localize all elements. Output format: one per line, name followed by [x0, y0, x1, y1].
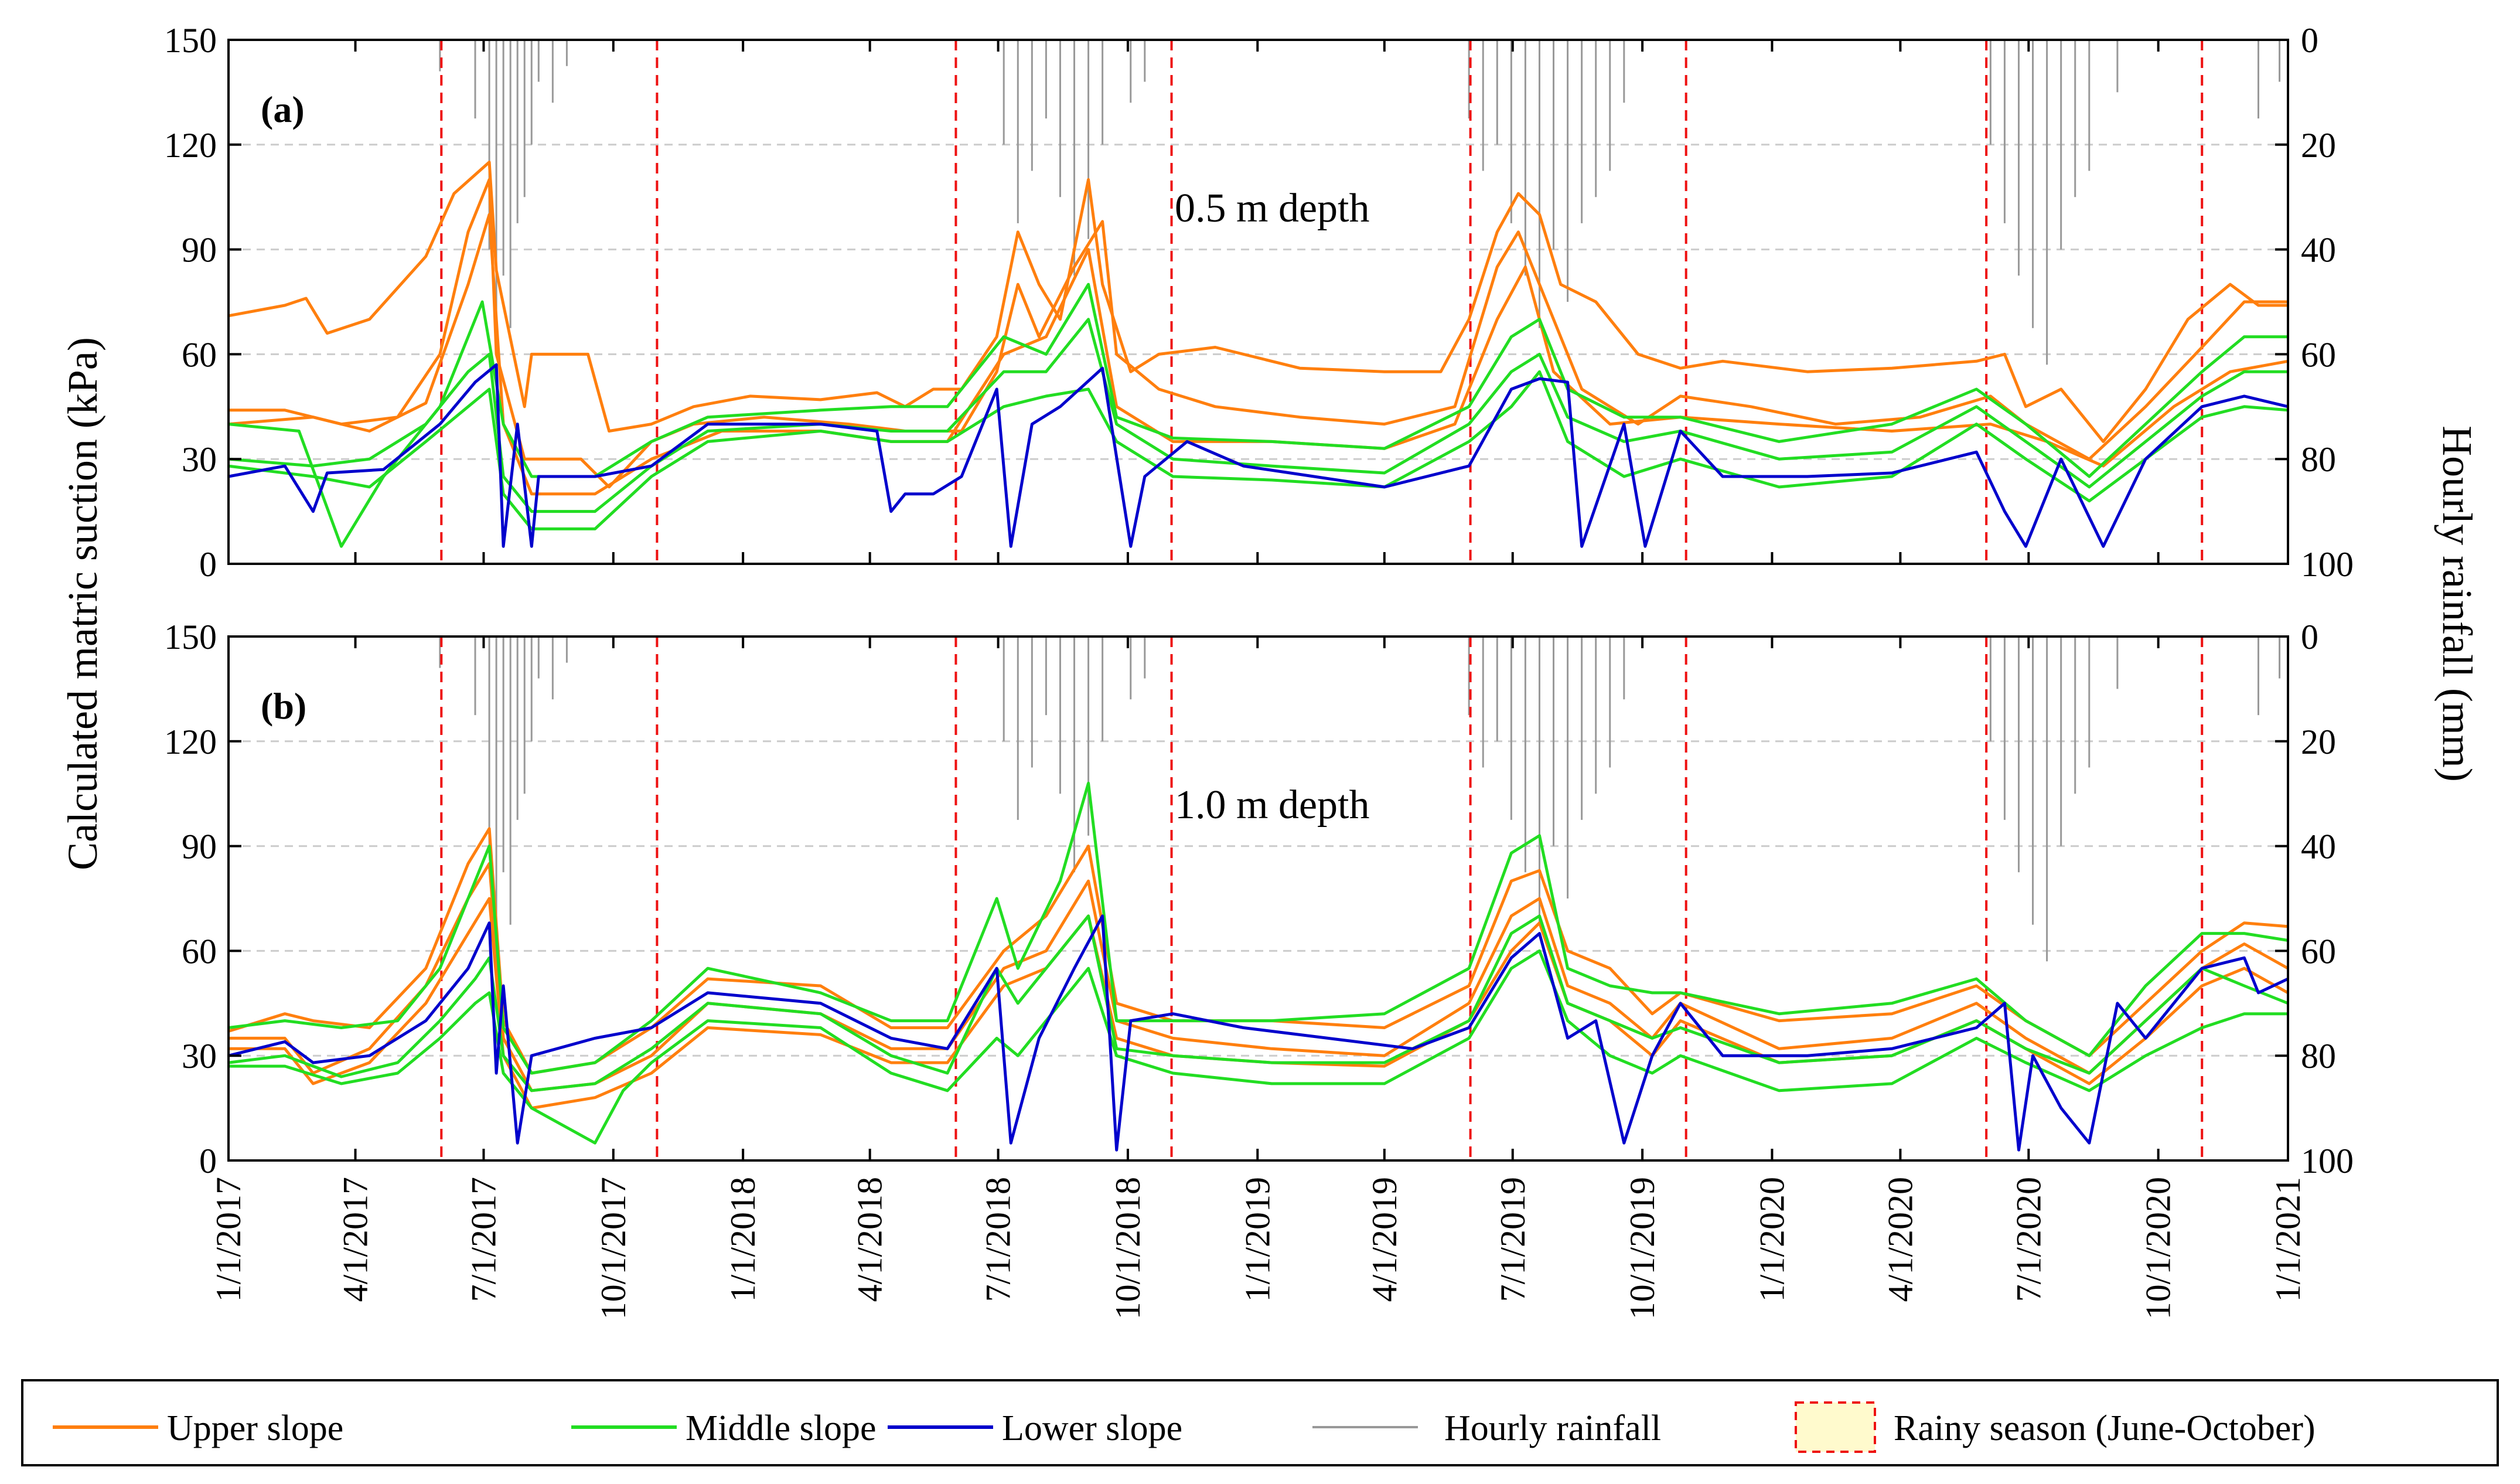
x-tick-label: 7/1/2020 — [2009, 1177, 2048, 1302]
right-tick-label: 20 — [2301, 723, 2336, 761]
depth-label: 1.0 m depth — [1175, 782, 1369, 828]
series-line-lower-slope — [228, 363, 2289, 548]
x-tick-label: 10/1/2020 — [2139, 1177, 2178, 1319]
right-tick-label: 40 — [2301, 828, 2336, 866]
right-tick-label: 100 — [2301, 1142, 2354, 1180]
left-tick-label: 30 — [182, 440, 217, 479]
series-line-middle-slope — [228, 781, 2289, 1075]
right-tick-label: 60 — [2301, 335, 2336, 374]
series-line-upper-slope — [229, 897, 2289, 1110]
left-tick-label: 0 — [199, 1142, 217, 1180]
x-tick-label: 10/1/2018 — [1109, 1177, 1147, 1319]
x-tick-label: 1/1/2018 — [724, 1177, 762, 1302]
x-tick-label: 7/1/2017 — [464, 1177, 503, 1302]
legend-box — [21, 1379, 2499, 1466]
legend-label: Upper slope — [167, 1408, 343, 1448]
panel-label: (a) — [261, 89, 305, 130]
x-tick-label: 10/1/2019 — [1623, 1177, 1662, 1319]
left-tick-label: 90 — [182, 231, 217, 270]
panel-a: 0 30 60 90 120 150 0 20 40 60 80 100 (a) 0.5 m depth — [164, 21, 2354, 584]
right-tick-label: 100 — [2301, 545, 2354, 584]
x-tick-label: 4/1/2018 — [851, 1177, 889, 1302]
left-tick-label: 30 — [182, 1037, 217, 1075]
series-line-middle-slope — [228, 370, 2289, 530]
legend-label: Lower slope — [1002, 1408, 1182, 1448]
x-tick-label: 1/1/2017 — [209, 1177, 248, 1302]
right-tick-label: 60 — [2301, 932, 2336, 971]
left-tick-label: 60 — [182, 335, 217, 374]
left-axis-label: Calculated matric suction (kPa) — [59, 337, 106, 870]
series-line-upper-slope — [228, 213, 2289, 496]
legend-label: Rainy season (June-October) — [1894, 1408, 2316, 1448]
right-axis-label: Hourly rainfall (mm) — [2434, 426, 2481, 782]
x-tick-label: 1/1/2020 — [1752, 1177, 1791, 1302]
series-line-middle-slope — [228, 914, 2289, 1092]
right-tick-label: 80 — [2301, 1037, 2336, 1075]
right-tick-label: 20 — [2301, 126, 2336, 165]
right-tick-label: 40 — [2301, 231, 2336, 270]
series-line-upper-slope — [228, 161, 2288, 443]
series-line-middle-slope — [229, 949, 2288, 1145]
depth-label: 0.5 m depth — [1175, 186, 1369, 231]
x-tick-label: 7/1/2019 — [1493, 1177, 1532, 1302]
right-tick-label: 0 — [2301, 21, 2318, 60]
series-line-middle-slope — [228, 282, 2288, 548]
panel-b: 0 30 60 90 120 150 0 20 40 60 80 100 (b) 1.0 m depth — [164, 618, 2354, 1180]
panel-label: (b) — [261, 685, 306, 727]
legend-swatch-rainy-season — [1795, 1401, 1876, 1453]
x-tick-label: 4/1/2017 — [336, 1177, 375, 1302]
left-tick-label: 60 — [182, 932, 217, 971]
left-tick-label: 120 — [164, 126, 217, 165]
legend-label: Middle slope — [686, 1408, 876, 1448]
left-tick-label: 120 — [164, 723, 217, 761]
x-tick-label: 7/1/2018 — [979, 1177, 1018, 1302]
right-tick-label: 0 — [2301, 618, 2318, 656]
legend-label: Hourly rainfall — [1444, 1408, 1661, 1448]
right-tick-label: 80 — [2301, 440, 2336, 479]
x-tick-label: 4/1/2019 — [1365, 1177, 1404, 1302]
left-tick-label: 0 — [199, 545, 217, 584]
left-tick-label: 150 — [164, 21, 217, 60]
x-tick-label: 1/1/2019 — [1238, 1177, 1277, 1302]
x-tick-label: 4/1/2020 — [1881, 1177, 1919, 1302]
left-tick-label: 150 — [164, 618, 217, 656]
x-tick-label: 10/1/2017 — [594, 1177, 633, 1319]
x-tick-label: 1/1/2021 — [2269, 1177, 2307, 1302]
series-line-lower-slope — [228, 914, 2289, 1152]
left-tick-label: 90 — [182, 828, 217, 866]
